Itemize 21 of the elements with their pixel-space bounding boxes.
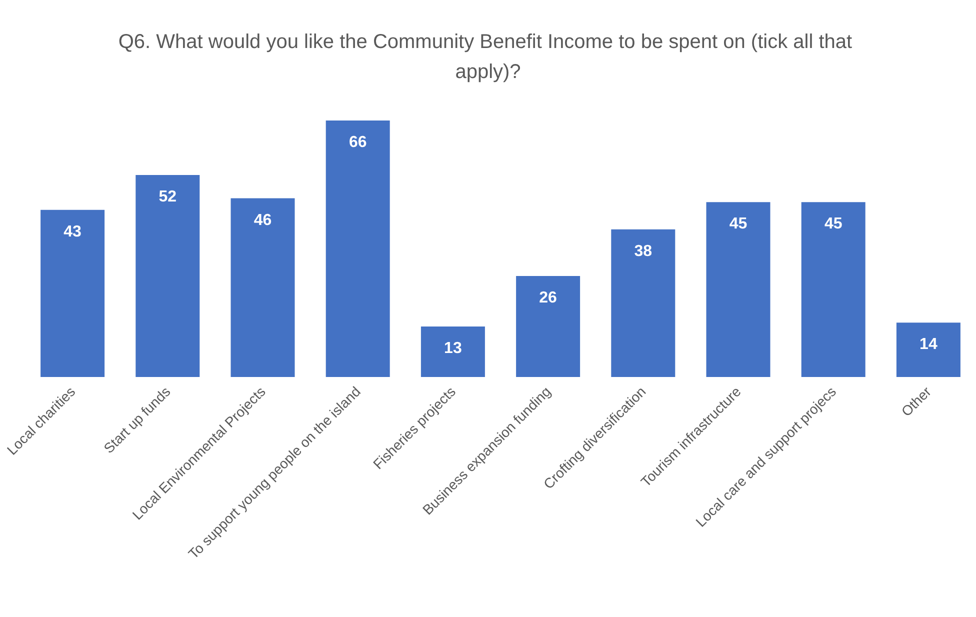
- data-label: 45: [729, 216, 748, 233]
- data-label: 66: [348, 134, 367, 152]
- data-label: 38: [634, 242, 652, 260]
- data-label: 52: [158, 188, 177, 206]
- bar: [136, 174, 200, 377]
- data-label: 14: [920, 336, 938, 354]
- bar: [326, 120, 390, 377]
- bar: [420, 326, 485, 377]
- bar: [801, 202, 866, 377]
- bar: [896, 322, 960, 377]
- bar: [611, 229, 676, 377]
- bar: [40, 210, 105, 377]
- data-label: 43: [64, 223, 82, 240]
- bar: [706, 202, 770, 377]
- data-label: 26: [539, 289, 558, 306]
- bar: [516, 276, 580, 377]
- data-label: 13: [444, 340, 462, 357]
- data-label: 46: [254, 212, 272, 229]
- chart-title: Q6. What would you like the Community Benefit Income to be spent on (tick all that apply)?: [118, 31, 858, 83]
- data-label: 45: [824, 216, 842, 233]
- bar: [230, 198, 295, 377]
